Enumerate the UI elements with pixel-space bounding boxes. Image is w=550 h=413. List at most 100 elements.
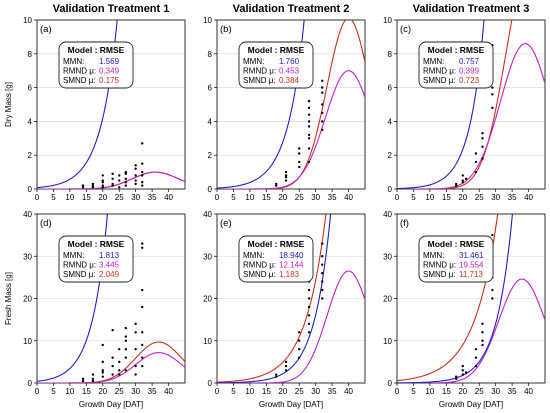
- rmnd-curve: [397, 43, 545, 189]
- data-point: [124, 172, 128, 175]
- data-point: [455, 377, 458, 380]
- data-point: [118, 348, 121, 351]
- data-point: [134, 182, 137, 186]
- data-point: [101, 369, 104, 372]
- data-point: [111, 172, 114, 175]
- x-tick-label: 15: [262, 387, 271, 396]
- panel-label: (f): [400, 218, 409, 229]
- data-point: [321, 297, 324, 300]
- data-point: [461, 364, 464, 368]
- x-tick-label: 0: [35, 193, 40, 202]
- legend-model-name: MMN:: [63, 251, 84, 260]
- legend-rmse-value: 1.569: [99, 57, 120, 66]
- y-tick-label: 30: [23, 252, 32, 261]
- data-point: [91, 377, 95, 380]
- data-point: [474, 170, 478, 174]
- mmn-curve: [217, 214, 332, 383]
- data-point: [307, 120, 311, 123]
- y-tick-label: 0: [208, 185, 213, 194]
- data-point: [141, 142, 144, 145]
- x-tick-label: 20: [98, 193, 107, 202]
- data-point: [141, 364, 144, 368]
- data-point: [101, 181, 104, 184]
- legend-rmse-value: 0.384: [279, 76, 300, 85]
- legend-box: [238, 41, 314, 89]
- y-tick-label: 2: [388, 151, 393, 160]
- smnd-curve: [397, 214, 499, 382]
- x-tick-label: 35: [508, 193, 517, 202]
- data-point: [307, 331, 311, 334]
- data-point: [491, 86, 494, 89]
- legend-box: [418, 41, 494, 89]
- curves: [397, 20, 545, 189]
- data-point: [124, 335, 128, 338]
- legend-header: Model : RMSE: [68, 45, 125, 55]
- smnd-curve: [397, 20, 513, 189]
- data-point: [284, 364, 288, 368]
- legend-model-name: RMND μ:: [423, 67, 456, 76]
- rmnd-curve: [217, 270, 365, 383]
- x-tick-label: 0: [35, 387, 40, 396]
- x-tick-label: 30: [311, 387, 320, 396]
- data-point: [321, 79, 324, 83]
- data-point: [298, 147, 301, 150]
- x-tick-label: 40: [344, 387, 353, 396]
- data-point: [284, 174, 288, 177]
- smnd-curve: [37, 341, 185, 383]
- data-point: [461, 369, 464, 372]
- data-point: [474, 348, 478, 351]
- y-tick-label: 0: [28, 185, 33, 194]
- y-tick-label: 10: [203, 337, 212, 346]
- legend-box: [238, 235, 314, 283]
- data-point: [91, 182, 95, 186]
- legend-rmse-value: 0.399: [459, 67, 480, 76]
- data-point: [321, 255, 324, 258]
- data-point: [134, 322, 137, 326]
- x-tick-label: 35: [508, 387, 517, 396]
- data-points: [275, 242, 324, 378]
- data-point: [307, 106, 311, 110]
- x-tick-label: 10: [425, 387, 434, 396]
- legend-model-name: RMND μ:: [243, 67, 276, 76]
- data-point: [307, 305, 311, 309]
- data-point: [101, 174, 104, 177]
- data-point: [481, 331, 484, 334]
- data-point: [124, 369, 128, 372]
- data-point: [321, 271, 324, 275]
- data-point: [141, 242, 144, 245]
- data-point: [101, 360, 104, 364]
- x-tick-label: 0: [215, 193, 220, 202]
- data-point: [307, 137, 311, 140]
- rmnd-curve: [397, 278, 545, 383]
- x-tick-label: 40: [344, 193, 353, 202]
- legend-rmse-value: 2.049: [99, 270, 120, 279]
- y-tick-label: 40: [203, 210, 212, 219]
- y-tick-label: 10: [23, 337, 32, 346]
- x-tick-label: 30: [131, 193, 140, 202]
- x-tick-label: 40: [524, 387, 533, 396]
- data-point: [141, 305, 144, 309]
- x-axis-label: Growth Day [DAT]: [259, 400, 323, 409]
- y-tick-label: 4: [388, 117, 393, 126]
- legend-model-name: RMND μ:: [423, 261, 456, 270]
- x-tick-label: 35: [328, 387, 337, 396]
- data-point: [141, 174, 144, 177]
- mmn-curve: [37, 214, 108, 382]
- data-points: [275, 79, 324, 187]
- legend-model-name: SMND μ:: [423, 76, 456, 85]
- data-point: [124, 170, 128, 174]
- data-point: [284, 369, 288, 372]
- data-point: [474, 152, 478, 155]
- x-axis-label: Growth Day [DAT]: [79, 400, 143, 409]
- data-point: [141, 170, 144, 174]
- data-point: [481, 145, 484, 148]
- data-point: [481, 339, 484, 342]
- data-point: [481, 343, 484, 347]
- legend-box: [58, 41, 134, 89]
- legend-model-name: RMND μ:: [243, 261, 276, 270]
- data-point: [111, 356, 114, 359]
- data-point: [321, 86, 324, 89]
- y-tick-label: 0: [28, 379, 33, 388]
